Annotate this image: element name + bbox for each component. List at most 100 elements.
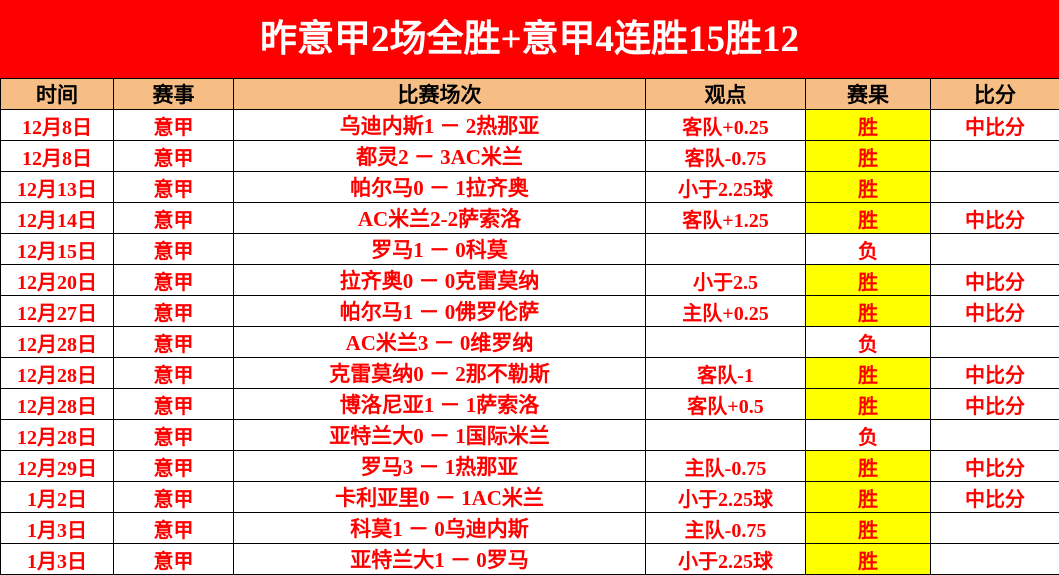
cell-score: 中比分 [931,203,1059,234]
cell-competition: 意甲 [114,420,234,451]
status-badge-result: 胜 [806,172,931,203]
cell-score [931,327,1059,358]
cell-viewpoint: 小于2.25球 [646,172,806,203]
cell-viewpoint [646,234,806,265]
cell-viewpoint: 客队-0.75 [646,141,806,172]
status-badge-result: 胜 [806,141,931,172]
cell-viewpoint: 小于2.25球 [646,544,806,575]
cell-time: 12月8日 [1,110,114,141]
cell-time: 1月3日 [1,513,114,544]
cell-time: 12月28日 [1,327,114,358]
cell-viewpoint: 客队-1 [646,358,806,389]
cell-score [931,141,1059,172]
spreadsheet-sheet: 昨意甲2场全胜+意甲4连胜15胜12 时间 赛事 比赛场次 观点 赛果 比分 1… [0,0,1059,529]
cell-competition: 意甲 [114,482,234,513]
cell-match: 拉齐奥0 － 0克雷莫纳 [234,265,646,296]
column-header-time[interactable]: 时间 [1,79,114,110]
cell-match: 卡利亚里0 － 1AC米兰 [234,482,646,513]
cell-score: 中比分 [931,110,1059,141]
cell-viewpoint: 小于2.5 [646,265,806,296]
cell-match: 帕尔马1 － 0佛罗伦萨 [234,296,646,327]
status-badge-result: 胜 [806,451,931,482]
cell-match: 克雷莫纳0 － 2那不勒斯 [234,358,646,389]
cell-time: 12月29日 [1,451,114,482]
cell-time: 12月27日 [1,296,114,327]
cell-time: 12月20日 [1,265,114,296]
status-badge-result: 负 [806,420,931,451]
cell-viewpoint: 主队-0.75 [646,451,806,482]
cell-score [931,234,1059,265]
cell-score [931,513,1059,544]
cell-match: 罗马1 － 0科莫 [234,234,646,265]
column-header-score[interactable]: 比分 [931,79,1059,110]
column-header-match[interactable]: 比赛场次 [234,79,646,110]
cell-competition: 意甲 [114,172,234,203]
cell-viewpoint: 客队+1.25 [646,203,806,234]
column-header-res[interactable]: 赛果 [806,79,931,110]
cell-score: 中比分 [931,389,1059,420]
column-header-view[interactable]: 观点 [646,79,806,110]
cell-match: 亚特兰大0 － 1国际米兰 [234,420,646,451]
cell-competition: 意甲 [114,203,234,234]
cell-score: 中比分 [931,358,1059,389]
status-badge-result: 胜 [806,296,931,327]
page-title: 昨意甲2场全胜+意甲4连胜15胜12 [260,21,799,58]
cell-score: 中比分 [931,296,1059,327]
cell-score [931,172,1059,203]
cell-match: 亚特兰大1 － 0罗马 [234,544,646,575]
cell-time: 12月15日 [1,234,114,265]
cell-match: 罗马3 － 1热那亚 [234,451,646,482]
cell-viewpoint: 主队-0.75 [646,513,806,544]
cell-score [931,420,1059,451]
cell-score: 中比分 [931,482,1059,513]
cell-competition: 意甲 [114,141,234,172]
table-row: 12月13日意甲帕尔马0 － 1拉齐奥小于2.25球胜 [1,172,1059,203]
cell-match: 博洛尼亚1 － 1萨索洛 [234,389,646,420]
cell-time: 1月3日 [1,544,114,575]
cell-competition: 意甲 [114,234,234,265]
cell-match: AC米兰3 － 0维罗纳 [234,327,646,358]
status-badge-result: 胜 [806,358,931,389]
cell-competition: 意甲 [114,265,234,296]
cell-match: AC米兰2-2萨索洛 [234,203,646,234]
column-header-comp[interactable]: 赛事 [114,79,234,110]
results-table: 时间 赛事 比赛场次 观点 赛果 比分 12月8日意甲乌迪内斯1 － 2热那亚客… [0,78,1059,575]
cell-match: 科莫1 － 0乌迪内斯 [234,513,646,544]
cell-time: 12月28日 [1,358,114,389]
status-badge-result: 胜 [806,482,931,513]
cell-competition: 意甲 [114,544,234,575]
cell-match: 乌迪内斯1 － 2热那亚 [234,110,646,141]
cell-viewpoint: 小于2.25球 [646,482,806,513]
title-banner: 昨意甲2场全胜+意甲4连胜15胜12 [0,0,1059,78]
cell-time: 12月8日 [1,141,114,172]
cell-viewpoint: 主队+0.25 [646,296,806,327]
status-badge-result: 胜 [806,110,931,141]
table-header-row: 时间 赛事 比赛场次 观点 赛果 比分 [1,79,1059,110]
status-badge-result: 胜 [806,265,931,296]
status-badge-result: 胜 [806,544,931,575]
cell-score: 中比分 [931,265,1059,296]
cell-time: 12月14日 [1,203,114,234]
cell-competition: 意甲 [114,389,234,420]
cell-competition: 意甲 [114,451,234,482]
cell-score: 中比分 [931,451,1059,482]
cell-competition: 意甲 [114,358,234,389]
status-badge-result: 负 [806,327,931,358]
status-badge-result: 负 [806,234,931,265]
cell-viewpoint: 客队+0.25 [646,110,806,141]
cell-competition: 意甲 [114,110,234,141]
cell-time: 12月28日 [1,389,114,420]
cell-time: 1月2日 [1,482,114,513]
status-badge-result: 胜 [806,203,931,234]
status-badge-result: 胜 [806,513,931,544]
